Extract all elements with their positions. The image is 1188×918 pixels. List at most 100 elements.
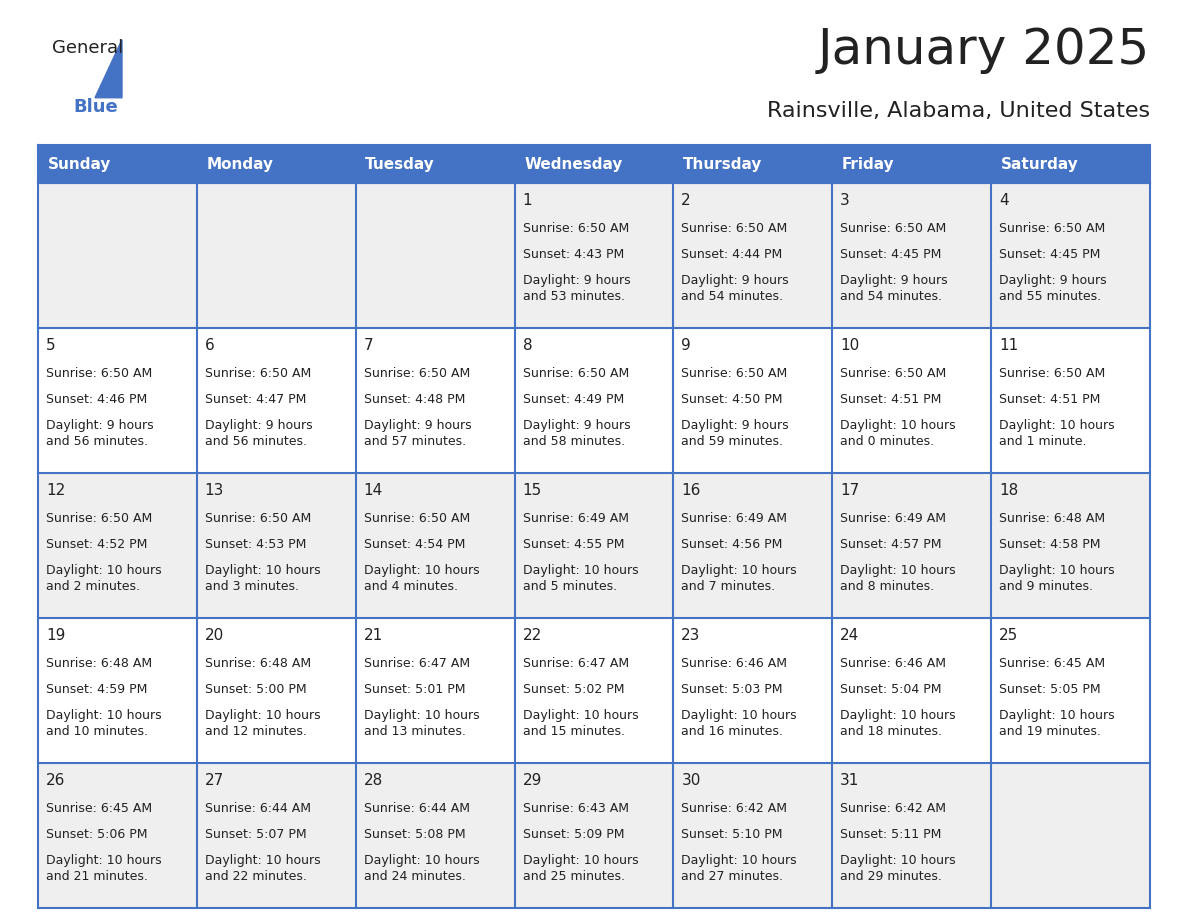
Text: Sunrise: 6:50 AM: Sunrise: 6:50 AM	[364, 367, 470, 380]
Text: 22: 22	[523, 628, 542, 644]
Text: Daylight: 10 hours
and 8 minutes.: Daylight: 10 hours and 8 minutes.	[840, 565, 956, 593]
Text: Daylight: 10 hours
and 13 minutes.: Daylight: 10 hours and 13 minutes.	[364, 710, 479, 738]
Text: Sunrise: 6:50 AM: Sunrise: 6:50 AM	[46, 367, 152, 380]
Text: 18: 18	[999, 483, 1018, 498]
Text: Daylight: 9 hours
and 54 minutes.: Daylight: 9 hours and 54 minutes.	[682, 274, 789, 303]
Text: 7: 7	[364, 338, 373, 353]
Text: Sunset: 4:44 PM: Sunset: 4:44 PM	[682, 248, 783, 262]
Text: Daylight: 10 hours
and 21 minutes.: Daylight: 10 hours and 21 minutes.	[46, 855, 162, 883]
Text: 8: 8	[523, 338, 532, 353]
Text: 26: 26	[46, 773, 65, 789]
Text: Daylight: 9 hours
and 58 minutes.: Daylight: 9 hours and 58 minutes.	[523, 420, 630, 448]
Text: Daylight: 10 hours
and 19 minutes.: Daylight: 10 hours and 19 minutes.	[999, 710, 1114, 738]
Text: Sunrise: 6:50 AM: Sunrise: 6:50 AM	[840, 222, 947, 235]
Text: Sunday: Sunday	[48, 156, 110, 172]
Text: Daylight: 10 hours
and 12 minutes.: Daylight: 10 hours and 12 minutes.	[204, 710, 321, 738]
Text: Sunset: 5:01 PM: Sunset: 5:01 PM	[364, 683, 466, 696]
Text: 20: 20	[204, 628, 225, 644]
Text: Sunrise: 6:50 AM: Sunrise: 6:50 AM	[682, 222, 788, 235]
Text: 10: 10	[840, 338, 859, 353]
Text: 3: 3	[840, 193, 849, 208]
Text: Daylight: 9 hours
and 56 minutes.: Daylight: 9 hours and 56 minutes.	[46, 420, 153, 448]
Text: 13: 13	[204, 483, 225, 498]
Text: 25: 25	[999, 628, 1018, 644]
Text: 1: 1	[523, 193, 532, 208]
Text: 31: 31	[840, 773, 860, 789]
Text: Sunset: 4:56 PM: Sunset: 4:56 PM	[682, 538, 783, 551]
Text: Daylight: 10 hours
and 10 minutes.: Daylight: 10 hours and 10 minutes.	[46, 710, 162, 738]
Text: Sunset: 4:53 PM: Sunset: 4:53 PM	[204, 538, 307, 551]
Text: Sunset: 4:49 PM: Sunset: 4:49 PM	[523, 393, 624, 407]
Text: Daylight: 10 hours
and 2 minutes.: Daylight: 10 hours and 2 minutes.	[46, 565, 162, 593]
Text: Sunset: 5:06 PM: Sunset: 5:06 PM	[46, 828, 147, 841]
Text: Sunrise: 6:48 AM: Sunrise: 6:48 AM	[204, 657, 311, 670]
Text: Sunset: 4:59 PM: Sunset: 4:59 PM	[46, 683, 147, 696]
Text: Saturday: Saturday	[1000, 156, 1079, 172]
Text: Blue: Blue	[72, 98, 118, 117]
Text: Sunrise: 6:48 AM: Sunrise: 6:48 AM	[46, 657, 152, 670]
Text: Sunset: 4:43 PM: Sunset: 4:43 PM	[523, 248, 624, 262]
Text: Daylight: 10 hours
and 1 minute.: Daylight: 10 hours and 1 minute.	[999, 420, 1114, 448]
Text: Thursday: Thursday	[683, 156, 763, 172]
Text: Sunset: 4:45 PM: Sunset: 4:45 PM	[999, 248, 1100, 262]
Text: 27: 27	[204, 773, 225, 789]
Text: Sunrise: 6:49 AM: Sunrise: 6:49 AM	[682, 512, 788, 525]
Text: Daylight: 10 hours
and 16 minutes.: Daylight: 10 hours and 16 minutes.	[682, 710, 797, 738]
Text: Sunset: 4:58 PM: Sunset: 4:58 PM	[999, 538, 1100, 551]
Text: Sunset: 4:50 PM: Sunset: 4:50 PM	[682, 393, 783, 407]
Text: 4: 4	[999, 193, 1009, 208]
Text: Sunrise: 6:46 AM: Sunrise: 6:46 AM	[840, 657, 946, 670]
Text: Daylight: 9 hours
and 53 minutes.: Daylight: 9 hours and 53 minutes.	[523, 274, 630, 303]
Text: Sunset: 4:47 PM: Sunset: 4:47 PM	[204, 393, 307, 407]
Text: 24: 24	[840, 628, 859, 644]
Text: Wednesday: Wednesday	[524, 156, 623, 172]
Text: 23: 23	[682, 628, 701, 644]
Text: Sunrise: 6:46 AM: Sunrise: 6:46 AM	[682, 657, 788, 670]
Text: Sunrise: 6:45 AM: Sunrise: 6:45 AM	[999, 657, 1105, 670]
Polygon shape	[95, 39, 122, 97]
Text: Sunset: 4:51 PM: Sunset: 4:51 PM	[840, 393, 942, 407]
Text: Sunrise: 6:47 AM: Sunrise: 6:47 AM	[364, 657, 469, 670]
Text: Sunrise: 6:49 AM: Sunrise: 6:49 AM	[840, 512, 946, 525]
Text: Sunset: 4:51 PM: Sunset: 4:51 PM	[999, 393, 1100, 407]
Text: Sunset: 4:46 PM: Sunset: 4:46 PM	[46, 393, 147, 407]
Text: 14: 14	[364, 483, 383, 498]
Text: Sunrise: 6:50 AM: Sunrise: 6:50 AM	[364, 512, 470, 525]
Text: Daylight: 10 hours
and 29 minutes.: Daylight: 10 hours and 29 minutes.	[840, 855, 956, 883]
Text: Daylight: 10 hours
and 3 minutes.: Daylight: 10 hours and 3 minutes.	[204, 565, 321, 593]
Text: Monday: Monday	[207, 156, 273, 172]
Text: 2: 2	[682, 193, 691, 208]
Text: Sunrise: 6:47 AM: Sunrise: 6:47 AM	[523, 657, 628, 670]
Text: 28: 28	[364, 773, 383, 789]
Text: Friday: Friday	[842, 156, 895, 172]
Text: Sunrise: 6:50 AM: Sunrise: 6:50 AM	[204, 367, 311, 380]
Text: Sunrise: 6:50 AM: Sunrise: 6:50 AM	[204, 512, 311, 525]
Text: Daylight: 10 hours
and 25 minutes.: Daylight: 10 hours and 25 minutes.	[523, 855, 638, 883]
Text: Daylight: 10 hours
and 9 minutes.: Daylight: 10 hours and 9 minutes.	[999, 565, 1114, 593]
Text: Tuesday: Tuesday	[365, 156, 435, 172]
Text: 15: 15	[523, 483, 542, 498]
Text: Daylight: 9 hours
and 59 minutes.: Daylight: 9 hours and 59 minutes.	[682, 420, 789, 448]
Text: Sunrise: 6:45 AM: Sunrise: 6:45 AM	[46, 802, 152, 815]
Text: 6: 6	[204, 338, 215, 353]
Text: Sunset: 5:10 PM: Sunset: 5:10 PM	[682, 828, 783, 841]
Text: Sunrise: 6:50 AM: Sunrise: 6:50 AM	[523, 222, 628, 235]
Text: 30: 30	[682, 773, 701, 789]
Text: Daylight: 10 hours
and 18 minutes.: Daylight: 10 hours and 18 minutes.	[840, 710, 956, 738]
Text: 29: 29	[523, 773, 542, 789]
Text: Sunrise: 6:50 AM: Sunrise: 6:50 AM	[523, 367, 628, 380]
Text: 16: 16	[682, 483, 701, 498]
Text: 19: 19	[46, 628, 65, 644]
Text: Sunrise: 6:44 AM: Sunrise: 6:44 AM	[364, 802, 469, 815]
Text: 9: 9	[682, 338, 691, 353]
Text: Sunrise: 6:50 AM: Sunrise: 6:50 AM	[840, 367, 947, 380]
Text: Sunset: 4:52 PM: Sunset: 4:52 PM	[46, 538, 147, 551]
Text: Sunset: 5:11 PM: Sunset: 5:11 PM	[840, 828, 942, 841]
Text: Sunset: 4:55 PM: Sunset: 4:55 PM	[523, 538, 624, 551]
Text: 12: 12	[46, 483, 65, 498]
Text: Sunset: 5:04 PM: Sunset: 5:04 PM	[840, 683, 942, 696]
Text: Daylight: 9 hours
and 54 minutes.: Daylight: 9 hours and 54 minutes.	[840, 274, 948, 303]
Text: Sunset: 5:07 PM: Sunset: 5:07 PM	[204, 828, 307, 841]
Text: Sunrise: 6:50 AM: Sunrise: 6:50 AM	[999, 367, 1105, 380]
Text: Sunset: 5:09 PM: Sunset: 5:09 PM	[523, 828, 624, 841]
